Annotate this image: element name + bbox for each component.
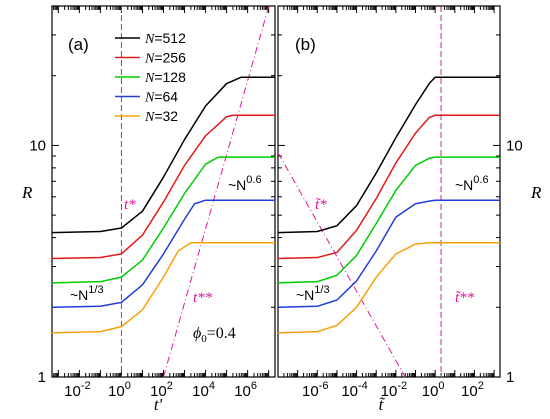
x-axis-label-a: t' <box>154 395 163 414</box>
panel-a: 10-2 100 102 104 106 1 10 <box>29 5 276 400</box>
legend-label: N=64 <box>144 89 178 106</box>
series-line-a-4 <box>52 241 275 334</box>
x-tick-label-b: 10-4 <box>341 380 367 400</box>
scaling-n06-a: ~N0.6 <box>228 174 262 193</box>
scaling-n06-b: ~N0.6 <box>455 174 489 193</box>
x-tick-label-b: 102 <box>461 380 484 400</box>
x-tick-label-a: 100 <box>108 380 131 400</box>
y-tick-label-b: 10 <box>506 137 523 154</box>
phi-annotation: ϕ0=0.4 <box>193 325 236 345</box>
ref-slope-a <box>163 6 270 378</box>
x-tick-label-a: 106 <box>234 380 257 400</box>
legend-label: N=256 <box>144 50 186 67</box>
x-tick-label-b: 10-6 <box>302 380 328 400</box>
annotation-layer: (a) (b) R R t' t̃ t* t** t̃* t̃** ~N0.6 … <box>21 35 542 414</box>
panel-b: 10-6 10-4 10-2 100 102 1 10 <box>277 5 523 400</box>
x-tick-label-a: 104 <box>192 380 215 400</box>
x-tick-label-b: 10-2 <box>381 380 407 400</box>
series-line-b-4 <box>278 241 500 334</box>
x-tick-label-b: 100 <box>422 380 445 400</box>
y-axis-label-right: R <box>530 183 542 202</box>
y-axis-label-left: R <box>21 183 33 202</box>
t-star-star-label: t** <box>193 290 213 306</box>
legend-label: N=32 <box>144 108 178 125</box>
panel-a-label: (a) <box>68 35 89 54</box>
series-line-a-0 <box>52 76 275 234</box>
x-axis-label-b: t̃ <box>379 395 386 414</box>
y-tick-label-a: 1 <box>38 369 46 386</box>
x-tick-label-a: 10-2 <box>64 380 90 400</box>
series-line-b-0 <box>278 76 500 234</box>
t-star-label: t* <box>124 197 136 213</box>
series-line-a-1 <box>52 114 275 260</box>
y-tick-label-b: 1 <box>506 369 514 386</box>
panel-b-label: (b) <box>295 35 316 54</box>
series-line-b-2 <box>278 156 500 284</box>
tt-star-star-label: t̃** <box>455 290 475 306</box>
scaling-n13-a: ~N1/3 <box>70 284 104 303</box>
y-tick-label-a: 10 <box>29 137 46 154</box>
ref-slope-b <box>277 152 406 378</box>
x-tick-label-a: 102 <box>150 380 173 400</box>
series-line-b-1 <box>278 114 500 260</box>
plot-frame-b <box>277 5 501 378</box>
legend-label: N=512 <box>144 30 186 47</box>
series-line-b-3 <box>278 199 500 309</box>
scaling-n13-b: ~N1/3 <box>296 284 330 303</box>
tt-star-label: t̃* <box>315 197 327 213</box>
legend: N=512 N=256 N=128 N=64 N=32 <box>115 30 186 125</box>
series-line-a-3 <box>52 199 275 309</box>
series-line-a-2 <box>52 156 275 284</box>
legend-label: N=128 <box>144 69 186 86</box>
